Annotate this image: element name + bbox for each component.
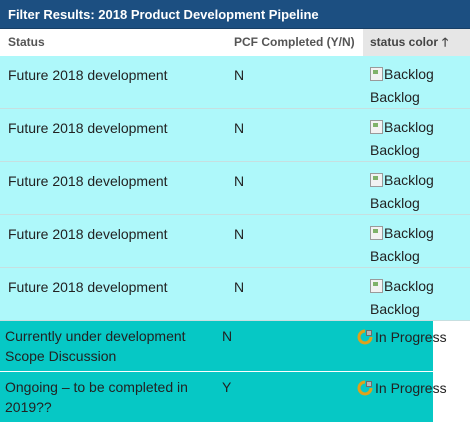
status-color-label: Backlog [370,248,420,264]
broken-image-icon: Backlog [370,276,434,297]
status-color-label: Backlog [370,89,420,105]
table-header: Status PCF Completed (Y/N) status color 🡑 [0,29,470,57]
window-title: Filter Results: 2018 Product Development… [0,0,470,29]
status-color-cell: Backlog Backlog [370,276,465,320]
table-row[interactable]: Future 2018 development N Backlog Backlo… [0,162,470,215]
broken-image-icon: Backlog [370,64,434,85]
broken-image-icon: Backlog [370,117,434,138]
column-header-pcf-completed[interactable]: PCF Completed (Y/N) [234,35,355,49]
pcf-completed-cell: N [234,67,245,83]
status-color-label: In Progress [375,380,447,396]
status-color-cell: Backlog Backlog [370,64,465,108]
table-row[interactable]: Future 2018 development N Backlog Backlo… [0,268,470,321]
in-progress-icon [357,380,373,396]
column-header-status-color[interactable]: status color 🡑 [363,29,470,56]
status-color-label: Backlog [370,301,420,317]
table-row[interactable]: Currently under development Scope Discus… [0,321,447,372]
image-alt-text: Backlog [384,119,434,135]
status-color-cell: Backlog Backlog [370,223,465,267]
column-header-status[interactable]: Status [8,35,45,49]
image-alt-text: Backlog [384,278,434,294]
status-color-label: In Progress [375,329,447,345]
table-row[interactable]: Future 2018 development N Backlog Backlo… [0,215,470,268]
table-row[interactable]: Future 2018 development N Backlog Backlo… [0,56,470,109]
table-row[interactable]: Ongoing – to be completed in 2019?? Y In… [0,372,447,423]
status-color-cell: In Progress [357,327,452,348]
pcf-completed-cell: N [222,328,233,344]
pcf-completed-cell: N [234,279,245,295]
image-alt-text: Backlog [384,172,434,188]
status-color-label: Backlog [370,142,420,158]
status-cell: Future 2018 development [8,120,168,136]
column-header-status-color-label: status color [370,35,439,49]
status-cell: Currently under development Scope Discus… [5,328,186,364]
status-cell: Future 2018 development [8,173,168,189]
broken-image-icon: Backlog [370,223,434,244]
status-color-cell: In Progress [357,378,452,399]
pcf-completed-cell: N [234,120,245,136]
status-color-label: Backlog [370,195,420,211]
broken-image-icon: Backlog [370,170,434,191]
pcf-completed-cell: N [234,173,245,189]
pcf-completed-cell: Y [222,379,232,395]
table-row[interactable]: Future 2018 development N Backlog Backlo… [0,109,470,162]
status-color-cell: Backlog Backlog [370,117,465,161]
status-cell: Future 2018 development [8,279,168,295]
status-color-cell: Backlog Backlog [370,170,465,214]
pcf-completed-cell: N [234,226,245,242]
in-progress-icon [357,329,373,345]
image-alt-text: Backlog [384,66,434,82]
status-cell: Future 2018 development [8,67,168,83]
status-cell: Ongoing – to be completed in 2019?? [5,379,188,415]
image-alt-text: Backlog [384,225,434,241]
arrow-up-icon[interactable]: 🡑 [442,35,449,49]
status-cell: Future 2018 development [8,226,168,242]
